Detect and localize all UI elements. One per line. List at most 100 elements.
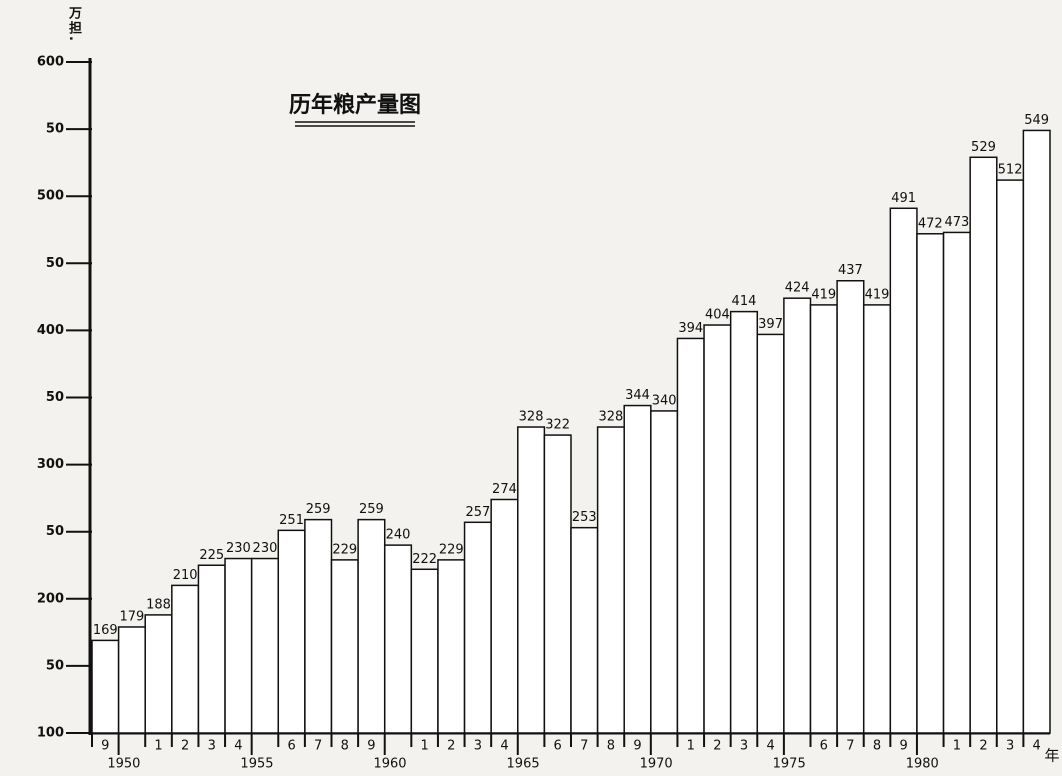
bar xyxy=(543,434,572,734)
x-tick-label: 4 xyxy=(1033,739,1041,754)
bar xyxy=(596,426,625,734)
bar xyxy=(862,304,892,734)
bar xyxy=(517,426,546,734)
x-tick-label: 3 xyxy=(208,739,216,754)
x-tick-label: 4 xyxy=(766,739,774,754)
bar xyxy=(996,179,1025,734)
bar-value-label: 437 xyxy=(838,263,863,278)
bar-value-label: 229 xyxy=(332,542,357,557)
bar-value-label: 394 xyxy=(678,321,703,336)
bar-value-label: 257 xyxy=(465,505,490,520)
bar-value-label: 340 xyxy=(652,393,677,408)
bar-value-label: 512 xyxy=(998,163,1023,178)
bar xyxy=(330,559,359,734)
bar xyxy=(357,518,386,734)
bar xyxy=(410,568,439,734)
bar xyxy=(304,518,333,734)
bar xyxy=(809,304,838,734)
bar-value-label: 259 xyxy=(359,502,384,517)
bar-value-label: 229 xyxy=(439,542,464,557)
x-tick-label: 2 xyxy=(979,739,987,754)
bar xyxy=(916,233,945,734)
bar xyxy=(942,231,971,734)
bar-value-label: 253 xyxy=(572,510,597,525)
bar xyxy=(836,279,865,734)
bar xyxy=(756,333,785,734)
bar-value-label: 397 xyxy=(758,317,783,332)
bar-value-label: 230 xyxy=(253,541,278,556)
bar-value-label: 472 xyxy=(918,216,943,231)
x-tick-label: 4 xyxy=(234,739,242,754)
y-tick-label: 200 xyxy=(37,591,64,606)
bar-value-label: 419 xyxy=(811,287,836,302)
x-tick-label: 8 xyxy=(341,739,349,754)
bar-value-label: 344 xyxy=(625,388,650,403)
bar xyxy=(91,639,120,734)
y-tick-label: 600 xyxy=(37,55,64,70)
x-tick-label: 1 xyxy=(953,739,961,754)
y-tick-label: 50 xyxy=(46,658,64,673)
bar-value-label: 169 xyxy=(93,623,118,638)
bar xyxy=(171,584,200,734)
bar-value-label: 274 xyxy=(492,482,517,497)
bar-value-label: 529 xyxy=(971,140,996,155)
x-tick-label: 1965 xyxy=(507,757,540,772)
y-tick-label: 400 xyxy=(37,323,64,338)
x-tick-label: 6 xyxy=(287,739,295,754)
bar-value-label: 225 xyxy=(199,548,224,563)
bar xyxy=(969,156,998,734)
bar-value-label: 230 xyxy=(226,541,251,556)
x-tick-label: 3 xyxy=(740,739,748,754)
y-tick-label: 100 xyxy=(37,726,64,741)
x-tick-label: 8 xyxy=(607,739,615,754)
y-tick-label: 300 xyxy=(37,457,64,472)
bar-value-label: 210 xyxy=(173,568,198,583)
bar-value-label: 549 xyxy=(1024,113,1049,128)
x-tick-label: 1955 xyxy=(240,757,273,772)
x-tick-label: 9 xyxy=(101,739,109,754)
bar xyxy=(783,297,812,734)
x-tick-label: 2 xyxy=(713,739,721,754)
y-tick-label: 50 xyxy=(46,256,64,271)
x-tick-label: 1970 xyxy=(640,757,673,772)
bar-value-label: 259 xyxy=(306,502,331,517)
bar xyxy=(676,337,705,734)
x-tick-label: 9 xyxy=(367,739,375,754)
y-axis-unit: 万担. xyxy=(66,6,81,43)
bar-value-label: 473 xyxy=(944,215,969,230)
x-tick-label: 7 xyxy=(314,739,322,754)
x-tick-label: 6 xyxy=(554,739,562,754)
x-tick-label: 9 xyxy=(899,739,907,754)
bar xyxy=(570,526,599,734)
x-tick-label: 8 xyxy=(873,739,881,754)
bar xyxy=(144,614,173,734)
bar xyxy=(437,559,466,734)
bar-value-label: 414 xyxy=(732,294,757,309)
bar xyxy=(729,310,759,734)
x-tick-label: 4 xyxy=(500,739,508,754)
bar xyxy=(650,410,679,734)
x-tick-label: 1 xyxy=(420,739,428,754)
bar xyxy=(703,324,732,734)
x-tick-label: 2 xyxy=(181,739,189,754)
bar-value-label: 322 xyxy=(545,418,570,433)
chart-title: 历年粮产量图 xyxy=(289,92,421,118)
x-tick-label: 1 xyxy=(154,739,162,754)
bar-value-label: 188 xyxy=(146,597,171,612)
bar xyxy=(889,207,918,734)
bar xyxy=(383,544,413,734)
x-tick-label: 1950 xyxy=(107,757,140,772)
x-tick-label: 3 xyxy=(474,739,482,754)
bar xyxy=(197,564,226,734)
x-tick-label: 1975 xyxy=(773,757,806,772)
y-tick-label: 50 xyxy=(46,122,64,137)
y-tick-label: 50 xyxy=(46,390,64,405)
bar xyxy=(463,521,492,734)
x-tick-label: 7 xyxy=(846,739,854,754)
bar-value-label: 179 xyxy=(120,609,145,624)
bar-value-label: 328 xyxy=(599,410,624,425)
bar-value-label: 328 xyxy=(519,410,544,425)
x-tick-label: 9 xyxy=(633,739,641,754)
